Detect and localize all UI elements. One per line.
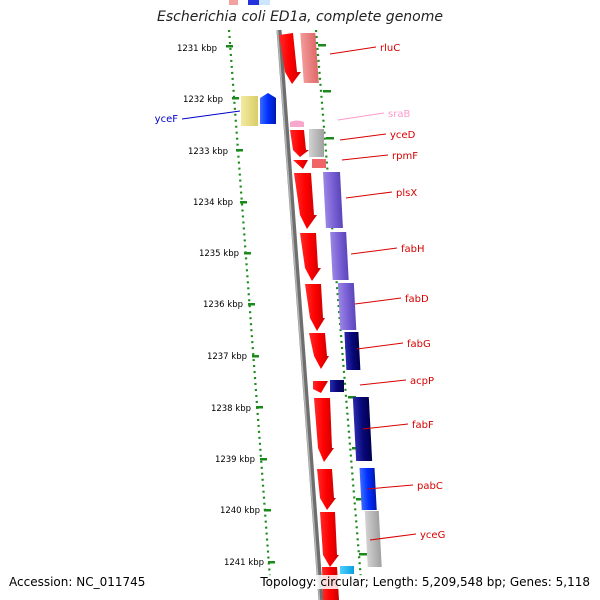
yceG-gene-arrow[interactable] — [320, 512, 339, 567]
backbone-line — [276, 29, 324, 600]
fabH-gene-arrow[interactable] — [300, 233, 321, 281]
fabD-leader-line — [354, 297, 402, 305]
ruler-tick-label: 1234 kbp — [193, 198, 233, 208]
ruler-tick-label: 1235 kbp — [199, 249, 239, 259]
map-title: Escherichia coli ED1a, complete genome — [157, 9, 443, 25]
gene-label-fabG[interactable]: fabG — [407, 339, 431, 350]
ruler-major-tick — [252, 355, 259, 358]
plsX-gene-arrow[interactable] — [294, 173, 317, 229]
fabH-leader-line — [350, 247, 398, 255]
yceF-gene-arrow[interactable] — [260, 93, 276, 124]
gene-label-sraB[interactable]: sraB — [388, 109, 410, 120]
ruler-tick-label: 1231 kbp — [177, 44, 217, 54]
plsX-neighbor-feature — [323, 172, 343, 228]
rluC-neighbor-feature — [300, 33, 319, 83]
gene-label-pabC[interactable]: pabC — [417, 481, 443, 492]
ruler-major-tick — [323, 90, 331, 93]
fabG-gene-arrow[interactable] — [309, 333, 329, 369]
ruler-tick-label: 1237 kbp — [207, 352, 247, 362]
ruler-tick-label: 1238 kbp — [211, 404, 251, 414]
fabF-leader-line — [362, 423, 409, 430]
downstream-feature — [340, 566, 354, 574]
inner-ruler-line — [227, 29, 273, 593]
gene-label-yceF[interactable]: yceF — [155, 114, 179, 125]
gene-label-fabH[interactable]: fabH — [401, 244, 425, 255]
ruler-tick-label: 1236 kbp — [203, 300, 243, 310]
gene-label-plsX[interactable]: plsX — [396, 188, 417, 199]
top-feature-fragment — [248, 0, 259, 5]
pabC-leader-line — [366, 484, 414, 490]
yceF-leader-line — [181, 110, 241, 120]
ruler-major-tick — [248, 303, 255, 306]
ruler-major-tick — [348, 396, 356, 399]
ruler-tick-label: 1233 kbp — [188, 147, 228, 157]
accession-text: Accession: NC_011745 — [9, 575, 146, 589]
gene-label-rluC[interactable]: rluC — [380, 43, 400, 54]
yceF-track-feature — [241, 96, 258, 126]
feature-band — [232, 0, 372, 600]
acpP-gene-arrow[interactable] — [313, 381, 328, 393]
ruler-major-tick — [359, 553, 367, 556]
ruler-major-tick — [226, 45, 233, 48]
fabF-gene-arrow[interactable] — [314, 398, 334, 462]
rluC-leader-line — [329, 46, 377, 55]
cds-track — [279, 33, 382, 600]
fabG-leader-line — [356, 342, 404, 350]
ruler-major-tick — [232, 97, 239, 100]
gene-label-rpmF[interactable]: rpmF — [392, 151, 418, 162]
ruler-tick-label: 1241 kbp — [224, 558, 264, 568]
acpP-neighbor-feature — [330, 380, 344, 392]
ruler-major-tick — [268, 561, 275, 564]
top-feature-fragment — [259, 0, 270, 5]
sraB-leader-line — [337, 112, 385, 121]
ruler-major-tick — [236, 149, 243, 152]
ruler-major-tick — [326, 137, 334, 140]
ruler-major-tick — [240, 201, 247, 204]
plsX-leader-line — [345, 191, 393, 199]
ruler-major-tick — [244, 252, 251, 255]
ruler-tick-label: 1240 kbp — [220, 506, 260, 516]
gene-label-yceD[interactable]: yceD — [390, 130, 416, 141]
rpmF-neighbor-feature — [312, 159, 326, 168]
ruler-major-tick — [356, 498, 364, 501]
gene-label-yceG[interactable]: yceG — [420, 530, 445, 541]
fabG-neighbor-feature — [344, 332, 361, 370]
fabD-neighbor-feature — [337, 283, 357, 330]
gene-label-acpP[interactable]: acpP — [410, 376, 434, 387]
outer-ruler-line — [314, 29, 364, 593]
rpmF-leader-line — [341, 154, 389, 161]
fabD-gene-arrow[interactable] — [305, 284, 325, 331]
backbone-highlight — [276, 29, 321, 600]
ruler-tick-label: 1239 kbp — [215, 455, 255, 465]
ruler-major-tick — [260, 458, 267, 461]
yceD-gene-arrow[interactable] — [290, 130, 309, 157]
yceG-neighbor-feature — [364, 511, 382, 567]
sraB-rna-feature[interactable] — [290, 120, 304, 128]
fabH-neighbor-feature — [330, 232, 349, 280]
yceD-leader-line — [339, 133, 387, 141]
yceG-leader-line — [369, 533, 417, 541]
top-feature-fragment — [229, 0, 238, 5]
gene-label-fabF[interactable]: fabF — [412, 420, 434, 431]
gene-label-fabD[interactable]: fabD — [405, 294, 429, 305]
fabF-neighbor-feature — [352, 397, 373, 461]
ruler-major-tick — [318, 44, 326, 47]
genome-summary-text: Topology: circular; Length: 5,209,548 bp… — [259, 575, 591, 589]
ruler-major-tick — [256, 406, 263, 409]
ruler-major-tick — [264, 509, 271, 512]
rpmF-gene-arrow[interactable] — [293, 160, 308, 169]
yceD-neighbor-feature — [309, 129, 324, 157]
rluC-gene-arrow[interactable] — [279, 33, 301, 84]
ruler-tick-label: 1232 kbp — [183, 95, 223, 105]
pabC-gene-arrow[interactable] — [317, 469, 336, 510]
acpP-leader-line — [359, 379, 407, 386]
